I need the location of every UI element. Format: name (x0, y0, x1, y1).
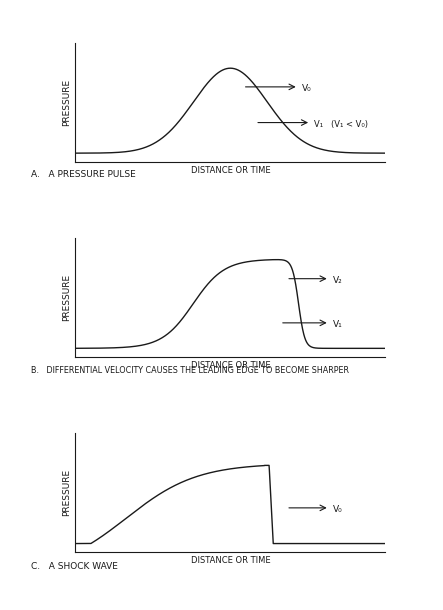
Text: C.   A SHOCK WAVE: C. A SHOCK WAVE (31, 562, 118, 570)
Text: V₁: V₁ (333, 320, 342, 329)
X-axis label: DISTANCE OR TIME: DISTANCE OR TIME (190, 361, 270, 370)
Text: A.   A PRESSURE PULSE: A. A PRESSURE PULSE (31, 170, 136, 179)
X-axis label: DISTANCE OR TIME: DISTANCE OR TIME (190, 556, 270, 565)
Text: V₀: V₀ (302, 84, 311, 93)
Y-axis label: PRESSURE: PRESSURE (62, 274, 71, 321)
X-axis label: DISTANCE OR TIME: DISTANCE OR TIME (190, 166, 270, 175)
Text: V₁   (V₁ < V₀): V₁ (V₁ < V₀) (314, 120, 368, 129)
Text: V₂: V₂ (333, 276, 342, 285)
Y-axis label: PRESSURE: PRESSURE (62, 469, 71, 516)
Text: V₀: V₀ (333, 505, 342, 514)
Text: B.   DIFFERENTIAL VELOCITY CAUSES THE LEADING EDGE TO BECOME SHARPER: B. DIFFERENTIAL VELOCITY CAUSES THE LEAD… (31, 367, 349, 375)
Y-axis label: PRESSURE: PRESSURE (62, 79, 71, 126)
